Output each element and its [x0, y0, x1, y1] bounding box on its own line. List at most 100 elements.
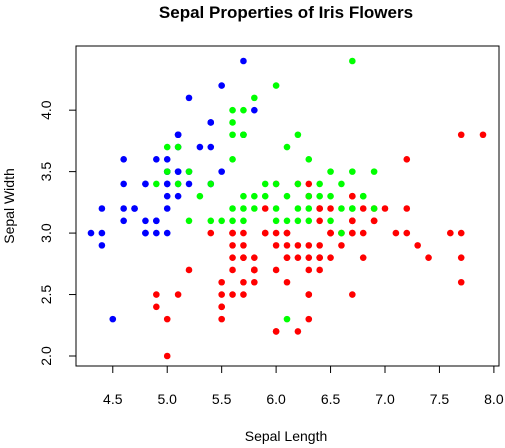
- data-point: [272, 266, 280, 274]
- data-point: [381, 205, 389, 212]
- data-point: [98, 242, 106, 249]
- data-point: [338, 180, 345, 188]
- data-point: [218, 278, 225, 286]
- data-point: [196, 192, 204, 200]
- data-point: [185, 266, 193, 274]
- data-point: [283, 143, 291, 151]
- data-point: [218, 291, 225, 298]
- data-point: [305, 266, 313, 274]
- data-point: [153, 180, 160, 188]
- data-point: [240, 278, 247, 286]
- data-point: [305, 242, 313, 249]
- data-point: [305, 156, 313, 163]
- data-point: [109, 315, 117, 323]
- data-point: [196, 143, 204, 151]
- data-point: [207, 229, 215, 237]
- data-point: [229, 229, 236, 237]
- data-point: [142, 180, 149, 188]
- data-point: [305, 180, 313, 188]
- data-point: [294, 217, 302, 225]
- data-point: [272, 229, 280, 237]
- data-point: [120, 156, 127, 163]
- data-point: [163, 156, 171, 163]
- data-point: [240, 229, 247, 237]
- data-point: [283, 217, 291, 225]
- data-point: [272, 205, 280, 212]
- data-point: [359, 229, 367, 237]
- data-point: [349, 217, 356, 225]
- data-point: [283, 242, 291, 249]
- data-point: [338, 242, 345, 249]
- data-point: [153, 291, 160, 298]
- x-tick-label: 6.5: [321, 391, 341, 407]
- data-point: [457, 131, 465, 139]
- data-point: [338, 205, 345, 212]
- data-point: [251, 278, 258, 286]
- chart-title: Sepal Properties of Iris Flowers: [159, 3, 413, 22]
- data-point: [120, 217, 127, 225]
- data-point: [272, 82, 280, 89]
- data-point: [174, 291, 182, 298]
- data-point: [370, 217, 378, 225]
- data-point: [327, 254, 334, 261]
- data-point: [261, 192, 269, 200]
- data-point: [305, 315, 313, 323]
- data-point: [403, 229, 411, 237]
- data-point: [240, 57, 247, 65]
- data-point: [251, 205, 258, 212]
- data-point: [229, 205, 236, 212]
- data-point: [349, 229, 356, 237]
- data-point: [229, 291, 236, 298]
- x-tick-label: 7.5: [430, 391, 450, 407]
- data-point: [283, 229, 291, 237]
- data-point: [207, 119, 215, 126]
- data-point: [98, 229, 106, 237]
- data-point: [283, 278, 291, 286]
- data-point: [327, 217, 334, 225]
- data-point: [457, 229, 465, 237]
- data-point: [414, 242, 421, 249]
- data-point: [240, 291, 247, 298]
- data-point: [229, 119, 236, 126]
- data-point: [272, 217, 280, 225]
- data-point: [163, 192, 171, 200]
- data-point: [294, 328, 302, 335]
- data-point: [153, 156, 160, 163]
- data-point: [229, 242, 236, 249]
- x-tick-label: 7.0: [375, 391, 395, 407]
- data-point: [207, 143, 215, 151]
- data-point: [153, 303, 160, 311]
- data-point: [185, 168, 193, 175]
- data-point: [229, 156, 236, 163]
- data-point: [240, 254, 247, 261]
- data-point: [349, 291, 356, 298]
- data-point: [283, 315, 291, 323]
- data-point: [218, 217, 225, 225]
- y-tick-label: 2.5: [38, 285, 54, 305]
- data-point: [229, 254, 236, 261]
- data-point: [142, 229, 149, 237]
- y-axis: 2.0 2.5 3.0 3.5 4.0: [38, 100, 77, 366]
- data-point: [403, 156, 411, 163]
- data-point: [349, 168, 356, 175]
- data-point: [327, 192, 334, 200]
- data-points: [87, 57, 487, 360]
- data-point: [251, 254, 258, 261]
- data-point: [305, 254, 313, 261]
- data-point: [142, 217, 149, 225]
- data-point: [229, 131, 236, 139]
- x-tick-label: 4.5: [103, 391, 123, 407]
- data-point: [370, 168, 378, 175]
- data-point: [338, 229, 345, 237]
- data-point: [305, 217, 313, 225]
- data-point: [447, 229, 454, 237]
- x-tick-label: 6.0: [266, 391, 286, 407]
- data-point: [457, 254, 465, 261]
- data-point: [425, 254, 432, 261]
- data-point: [261, 180, 269, 188]
- data-point: [240, 217, 247, 225]
- data-point: [240, 106, 247, 114]
- data-point: [251, 106, 258, 114]
- data-point: [283, 254, 291, 261]
- data-point: [218, 315, 225, 323]
